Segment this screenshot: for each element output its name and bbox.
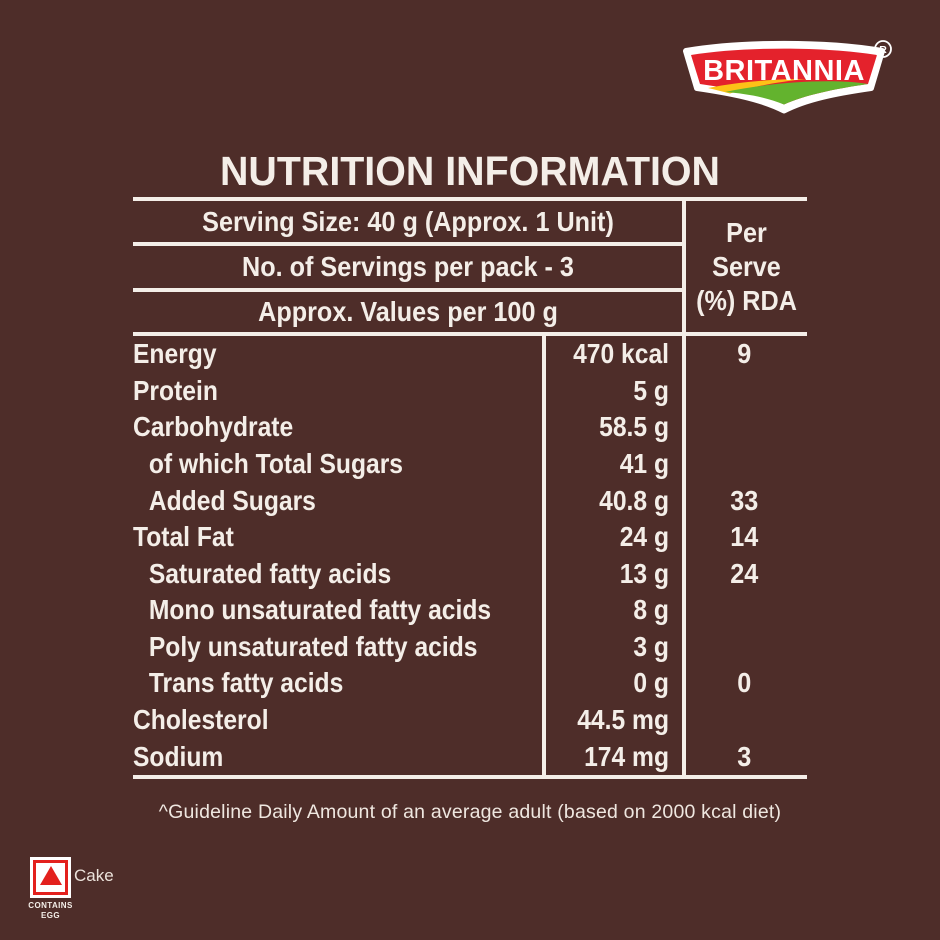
nutrition-label-panel: NUTRITION INFORMATION Serving Size: 40 g… — [133, 148, 807, 784]
logo-swoosh-green — [725, 81, 868, 105]
nutrient-value: 5 g — [633, 374, 669, 406]
logo-swoosh-yellow — [708, 79, 806, 94]
divider-header-bottom — [133, 332, 807, 336]
nutrient-value: 8 g — [633, 594, 669, 626]
nutrient-value: 470 kcal — [573, 338, 669, 370]
contains-egg-line: EGG — [41, 911, 60, 920]
divider-servings-pack — [133, 288, 683, 292]
nutrient-name: Mono unsaturated fatty acids — [148, 594, 492, 626]
egg-symbol-border — [33, 860, 68, 895]
table-row: Energy 470 kcal 9 — [133, 336, 807, 373]
logo-banner-red — [691, 48, 877, 105]
table-row: Protein 5 g — [133, 373, 807, 410]
table-row: Mono unsaturated fatty acids 8 g — [133, 592, 807, 629]
table-row: Cholesterol 44.5 mg — [133, 702, 807, 739]
nutrient-name: Carbohydrate — [133, 411, 294, 443]
footnote: ^Guideline Daily Amount of an average ad… — [158, 801, 782, 823]
registered-mark-circle — [874, 40, 892, 58]
rda-value: 14 — [730, 521, 759, 553]
nutrient-name: Added Sugars — [148, 484, 316, 516]
per-serve-line: (%) RDA — [696, 284, 797, 316]
nutrient-name: of which Total Sugars — [148, 448, 404, 480]
table-row: Added Sugars 40.8 g 33 — [133, 482, 807, 519]
nutrient-name: Cholesterol — [133, 704, 269, 736]
registered-mark: R — [879, 44, 887, 56]
nutrient-value: 0 g — [633, 667, 669, 699]
serving-size-row: Serving Size: 40 g (Approx. 1 Unit) — [202, 206, 614, 237]
nutrient-name: Poly unsaturated fatty acids — [148, 630, 478, 662]
nutrient-value: 174 mg — [584, 740, 669, 772]
nutrient-value: 13 g — [619, 557, 669, 589]
divider-rda-column — [682, 197, 686, 779]
nutrient-name: Sodium — [133, 740, 224, 772]
nutrient-value: 40.8 g — [599, 484, 669, 516]
nutrient-value: 24 g — [619, 521, 669, 553]
brand-name: BRITANNIA — [703, 55, 865, 87]
nutrient-name: Saturated fatty acids — [148, 557, 392, 589]
table-row: Total Fat 24 g 14 — [133, 519, 807, 556]
rda-value: 9 — [737, 338, 752, 370]
table-row: Saturated fatty acids 13 g 24 — [133, 555, 807, 592]
rda-value: 0 — [737, 667, 752, 699]
nutrient-name: Energy — [133, 338, 217, 370]
nutrient-value: 41 g — [619, 448, 669, 480]
divider-under-title — [133, 197, 807, 201]
contains-egg-line: CONTAINS — [28, 901, 73, 910]
nutrient-name: Trans fatty acids — [148, 667, 344, 699]
per-serve-line: Serve — [712, 250, 781, 282]
egg-triangle-icon — [39, 866, 62, 885]
divider-table-bottom — [133, 775, 807, 779]
rda-value: 3 — [737, 740, 752, 772]
nutrient-value: 44.5 mg — [577, 704, 669, 736]
nutrient-value: 3 g — [633, 630, 669, 662]
contains-egg-symbol — [30, 857, 71, 898]
contains-egg-label: CONTAINS EGG — [8, 901, 93, 921]
table-row: Trans fatty acids 0 g 0 — [133, 665, 807, 702]
nutrient-value: 58.5 g — [599, 411, 669, 443]
per-serve-rda-header: Per Serve (%) RDA — [692, 201, 801, 332]
table-row: Carbohydrate 58.5 g — [133, 409, 807, 446]
nutrition-title: NUTRITION INFORMATION — [220, 148, 720, 194]
nutrition-table: Energy 470 kcal 9 Protein 5 g Carbohydra… — [133, 336, 807, 775]
table-row: of which Total Sugars 41 g — [133, 446, 807, 483]
britannia-logo: BRITANNIA R — [678, 38, 894, 118]
product-name: Cake — [74, 866, 114, 885]
table-row: Poly unsaturated fatty acids 3 g — [133, 629, 807, 666]
nutrient-name: Protein — [133, 374, 218, 406]
values-basis-row: Approx. Values per 100 g — [258, 296, 558, 327]
table-row: Sodium 174 mg 3 — [133, 738, 807, 775]
per-serve-line: Per — [726, 216, 767, 248]
britannia-logo-graphic: BRITANNIA R — [683, 40, 892, 114]
rda-value: 33 — [730, 484, 759, 516]
rda-value: 24 — [730, 557, 759, 589]
divider-value-column — [542, 332, 546, 779]
divider-serving-size — [133, 242, 683, 246]
servings-per-pack-row: No. of Servings per pack - 3 — [242, 251, 574, 282]
nutrient-name: Total Fat — [133, 521, 234, 553]
